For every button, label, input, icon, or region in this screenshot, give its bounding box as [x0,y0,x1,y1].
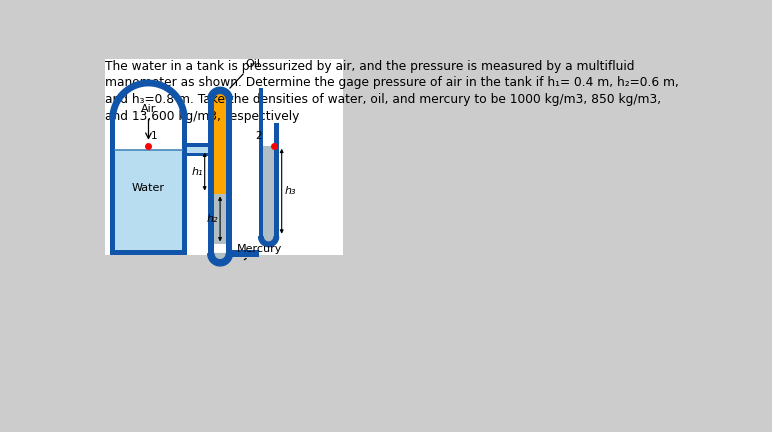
Polygon shape [208,254,232,266]
Polygon shape [208,87,232,100]
Bar [187,146,212,152]
Bar [214,100,226,245]
Bar [226,100,232,254]
Text: Oil: Oil [230,59,260,88]
Bar [181,119,187,250]
Bar [208,100,214,254]
Polygon shape [214,254,226,260]
Text: 2: 2 [255,131,262,141]
Text: 1: 1 [151,131,157,141]
Bar [115,149,181,250]
Bar [263,146,274,237]
Bar [110,119,115,250]
Bar [259,88,263,237]
Bar [104,59,344,255]
Text: h₃: h₃ [285,186,296,196]
Polygon shape [110,80,187,119]
Polygon shape [214,93,226,100]
Bar [187,143,212,146]
Bar [232,252,259,255]
Bar [263,170,274,237]
Text: Water: Water [132,183,165,193]
Text: Air: Air [141,104,156,114]
Bar [214,194,226,245]
Polygon shape [259,237,279,247]
Text: and 13,600 kg/m3, respectively: and 13,600 kg/m3, respectively [104,110,299,124]
Polygon shape [263,237,274,242]
Text: and h₃=0.8 m. Take the densities of water, oil, and mercury to be 1000 kg/m3, 85: and h₃=0.8 m. Take the densities of wate… [104,93,661,106]
Text: h₁: h₁ [191,167,203,177]
Text: The water in a tank is pressurized by air, and the pressure is measured by a mul: The water in a tank is pressurized by ai… [104,60,634,73]
Text: manometer as shown. Determine the gage pressure of air in the tank if h₁= 0.4 m,: manometer as shown. Determine the gage p… [104,76,679,89]
Text: Mercury: Mercury [237,244,282,260]
Bar [274,123,279,237]
Bar [232,250,259,257]
Bar [110,250,187,255]
Text: h₂: h₂ [207,214,218,224]
Bar [187,152,212,156]
Bar [214,149,226,194]
